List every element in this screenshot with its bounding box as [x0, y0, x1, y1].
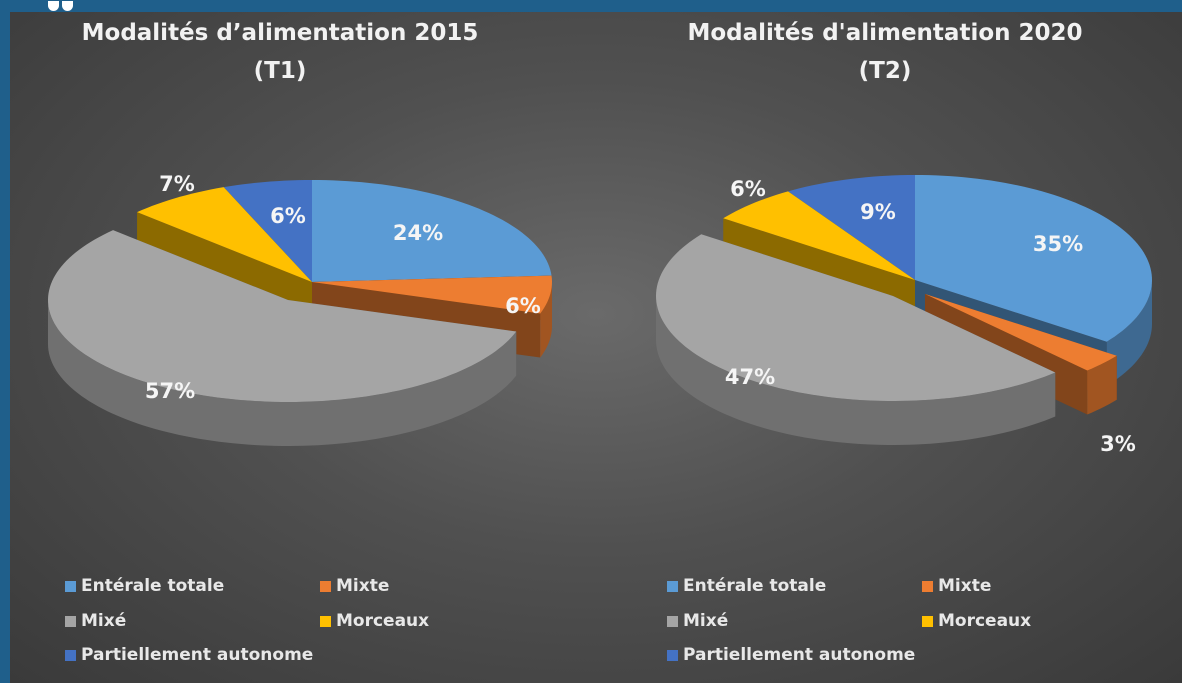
slice-outer-wall [48, 300, 517, 446]
legend-label: Morceaux [938, 611, 1032, 631]
logo-icon [48, 0, 76, 11]
legend-label: Entérale totale [683, 576, 827, 596]
slice-outer-wall [1106, 280, 1152, 386]
chart-1-title: Modalités d’alimentation 2015 (T1) [0, 14, 560, 90]
data-label: 47% [725, 365, 775, 389]
chart-2-title: Modalités d'alimentation 2020 (T2) [605, 14, 1165, 90]
slice-outer-wall [1087, 355, 1117, 415]
slice-top [223, 180, 312, 282]
pie-chart-1: 24% 6% 57% 7% 6% [48, 172, 552, 446]
legend-swatch [65, 649, 76, 661]
slice-mix- [656, 234, 1056, 445]
legend-item: Mixé [667, 611, 728, 631]
legend-item: Entérale totale [667, 576, 826, 596]
data-label: 24% [393, 221, 443, 245]
legend-swatch [65, 580, 76, 592]
legend-label: Mixte [336, 576, 390, 596]
slice-mix- [48, 230, 517, 446]
legend-label: Partiellement autonome [81, 645, 314, 665]
data-label: 9% [860, 200, 896, 224]
slice-top [312, 180, 552, 282]
legend-label: Morceaux [336, 611, 430, 631]
data-label: 3% [1100, 432, 1136, 456]
legend-label: Mixé [683, 611, 729, 631]
slice-top [48, 230, 517, 402]
legend-swatch [667, 649, 678, 661]
legend-swatch [65, 615, 76, 627]
pie-chart-2: 35% 3% 47% 6% 9% [656, 175, 1152, 456]
legend-label: Entérale totale [81, 576, 225, 596]
legend-label: Mixé [81, 611, 127, 631]
legend-item: Mixte [922, 576, 991, 596]
legend-swatch [922, 580, 933, 592]
chart-1-title-text: Modalités d’alimentation 2015 [81, 20, 479, 46]
slice-top [137, 187, 312, 282]
chart-area: Modalités d’alimentation 2015 (T1) Modal… [10, 12, 1182, 683]
legend-swatch [667, 615, 678, 627]
chart-2-subtitle: (T2) [858, 58, 912, 84]
legend-item: Partiellement autonome [65, 645, 313, 665]
legend-item: Morceaux [922, 611, 1031, 631]
data-label: 6% [730, 177, 766, 201]
legend-label: Partiellement autonome [683, 645, 916, 665]
slice-outer-wall [656, 296, 1056, 445]
slice-top [915, 175, 1152, 342]
data-label: 57% [145, 379, 195, 403]
data-label: 6% [270, 204, 306, 228]
data-label: 35% [1033, 232, 1083, 256]
legend-swatch [320, 615, 331, 627]
slice-top [312, 275, 552, 314]
slice-top [925, 294, 1117, 371]
legend-item: Mixé [65, 611, 126, 631]
legend-item: Entérale totale [65, 576, 224, 596]
pie-charts: 24% 6% 57% 7% 6% 35% 3% 47% 6% 9% [48, 172, 1152, 456]
legend-item: Partiellement autonome [667, 645, 915, 665]
data-label: 6% [505, 294, 541, 318]
slice-outer-wall [540, 282, 552, 358]
legend-swatch [320, 580, 331, 592]
data-label: 7% [159, 172, 195, 196]
legend-swatch [667, 580, 678, 592]
legend-item: Mixte [320, 576, 389, 596]
legend-swatch [922, 615, 933, 627]
legend-label: Mixte [938, 576, 992, 596]
chart-2-title-text: Modalités d'alimentation 2020 [687, 20, 1083, 46]
slice-top [656, 234, 1056, 401]
chart-1-subtitle: (T1) [253, 58, 307, 84]
slice-top [723, 191, 915, 280]
legend-item: Morceaux [320, 611, 429, 631]
slice-top [788, 175, 915, 280]
